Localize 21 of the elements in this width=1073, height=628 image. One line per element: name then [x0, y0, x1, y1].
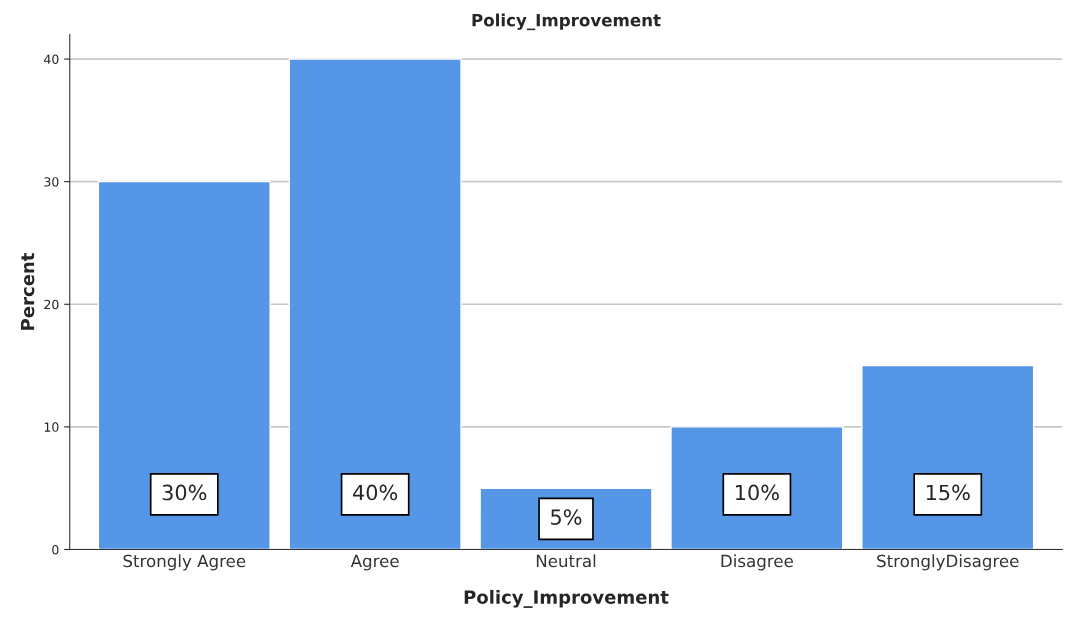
data-label: 15% [926, 484, 970, 501]
y-tick-label: 30 [44, 177, 59, 187]
y-axis-title: Percent [20, 253, 35, 330]
data-label: 40% [353, 484, 398, 501]
x-tick-label: Disagree [721, 554, 793, 571]
y-tick-label: 20 [44, 299, 59, 310]
y-tick-label: 0 [52, 544, 59, 555]
data-label: 30% [162, 484, 207, 501]
x-tick-label: Neutral [536, 554, 596, 568]
bar [288, 58, 462, 550]
y-tick-label: 40 [44, 54, 59, 64]
bar [97, 180, 271, 550]
y-tick-label: 10 [44, 422, 59, 432]
data-label: 10% [736, 484, 779, 501]
x-axis-title: Policy_Improvement [464, 589, 669, 608]
chart-title: Policy_Improvement [472, 13, 661, 31]
data-label: 5% [551, 509, 582, 525]
bar [861, 364, 1035, 550]
x-tick-label: StronglyDisagree [877, 554, 1019, 571]
x-tick-label: Agree [350, 554, 399, 571]
x-tick-label: Strongly Agree [123, 554, 246, 571]
